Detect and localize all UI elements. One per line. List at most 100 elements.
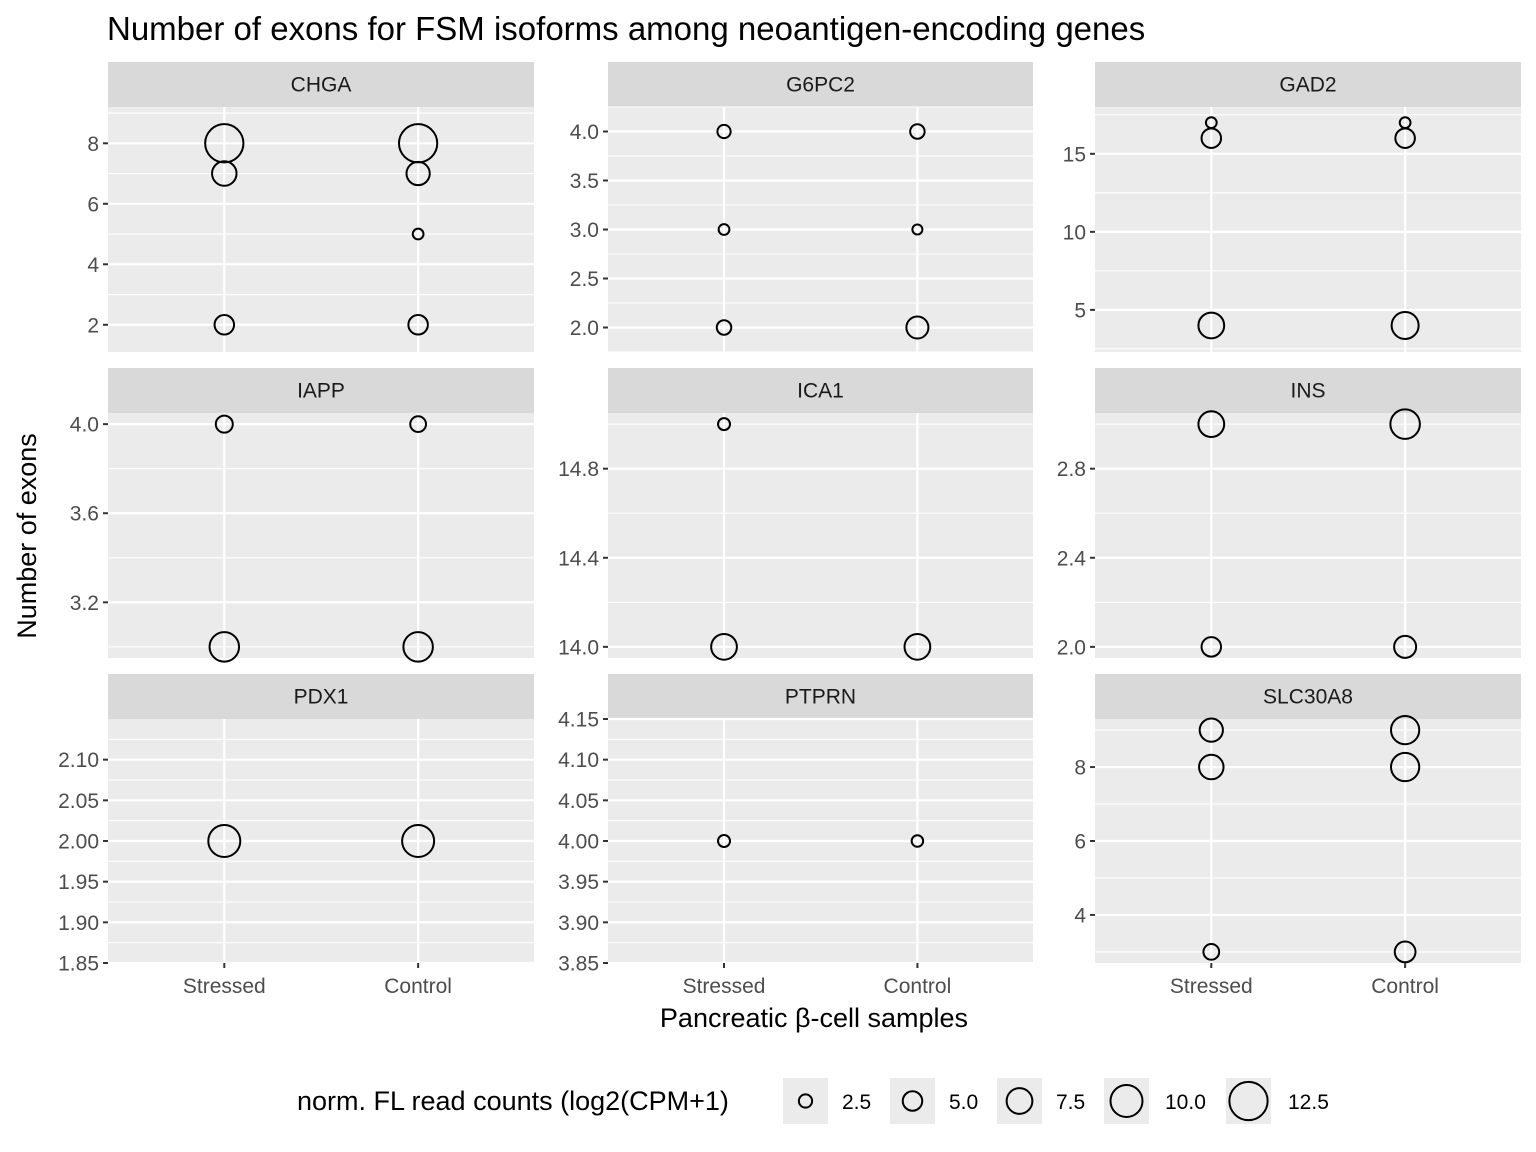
facet-strip xyxy=(1095,62,1521,107)
legend-key-circle xyxy=(901,1090,924,1112)
data-point xyxy=(1390,714,1421,746)
data-point xyxy=(1202,943,1221,961)
facet-strip-label: PTPRN xyxy=(785,686,856,709)
y-tick-label: 6 xyxy=(87,193,99,216)
facet-strip-label: PDX1 xyxy=(294,686,349,709)
legend-label: 2.5 xyxy=(842,1091,871,1114)
legend-label: 5.0 xyxy=(949,1091,978,1114)
y-tick-label: 2.5 xyxy=(570,268,599,291)
panel-background xyxy=(1095,107,1521,352)
facet-panels: CHGA 2 4 6 8 G6PC2 2.0 2.5 3.0 3.5 4.0 GAD2 5 10 15 IAP… xyxy=(58,62,1521,998)
y-tick-label: 3.2 xyxy=(70,592,99,615)
facet-strip xyxy=(1095,368,1521,413)
facet-strip-label: G6PC2 xyxy=(786,74,855,97)
legend-key-circle xyxy=(1228,1080,1269,1122)
y-tick-label: 2.0 xyxy=(1057,636,1086,659)
legend-label: 10.0 xyxy=(1165,1091,1206,1114)
facet-strip-label: IAPP xyxy=(297,380,345,403)
data-point xyxy=(1393,940,1417,964)
x-tick-label: Stressed xyxy=(183,975,266,998)
facet-panel-ptprn: PTPRN 3.85 3.90 3.95 4.00 4.05 4.10 4.15 Stresse… xyxy=(558,674,1033,998)
y-tick-label: 15 xyxy=(1063,143,1086,166)
facet-panel-ins: INS 2.0 2.4 2.8 xyxy=(1057,368,1521,659)
data-point xyxy=(1200,127,1223,149)
x-tick-label: Control xyxy=(884,975,952,998)
data-point xyxy=(1200,636,1223,658)
data-point xyxy=(903,632,932,661)
data-point xyxy=(1197,311,1226,340)
panel-background xyxy=(608,413,1033,658)
facet-panel-gad2: GAD2 5 10 15 xyxy=(1063,62,1521,352)
legend-label: 12.5 xyxy=(1288,1091,1329,1114)
panel-background xyxy=(108,413,534,658)
data-point xyxy=(717,223,731,236)
data-point xyxy=(211,160,238,187)
y-tick-label: 1.95 xyxy=(58,871,99,894)
data-point xyxy=(1390,751,1421,783)
y-tick-label: 5 xyxy=(1074,299,1086,322)
data-point xyxy=(910,834,925,848)
y-tick-label: 4.05 xyxy=(558,790,599,813)
data-point xyxy=(717,834,732,848)
data-point xyxy=(905,315,930,340)
legend-key-background xyxy=(890,1078,935,1124)
data-point xyxy=(207,824,242,858)
legend-key-background xyxy=(1226,1078,1271,1124)
data-point xyxy=(715,319,733,336)
y-tick-label: 2.05 xyxy=(58,790,99,813)
y-tick-label: 4 xyxy=(87,254,99,277)
data-point xyxy=(208,631,241,663)
y-tick-label: 4.15 xyxy=(558,709,599,732)
data-point xyxy=(717,417,732,432)
facet-strip xyxy=(108,674,534,719)
data-point xyxy=(1389,408,1421,440)
legend-key-background xyxy=(997,1078,1042,1124)
facet-strip xyxy=(608,674,1033,719)
x-tick-label: Control xyxy=(384,975,452,998)
y-tick-label: 3.6 xyxy=(70,503,99,526)
facet-strip-label: GAD2 xyxy=(1279,74,1336,97)
legend-key-background xyxy=(783,1078,828,1124)
size-legend: norm. FL read counts (log2(CPM+1) 2.5 5.0… xyxy=(297,1078,1329,1124)
facet-panel-pdx1: PDX1 1.85 1.90 1.95 2.00 2.05 2.10 Stressed Cont… xyxy=(58,674,534,998)
data-point xyxy=(1198,753,1225,781)
y-tick-label: 1.90 xyxy=(58,912,99,935)
y-tick-label: 6 xyxy=(1074,831,1086,854)
data-point xyxy=(401,824,436,858)
legend-key-circle xyxy=(1109,1084,1144,1118)
data-point xyxy=(402,631,434,663)
y-tick-label: 8 xyxy=(1074,757,1086,780)
data-point xyxy=(407,314,429,336)
y-tick-label: 4.00 xyxy=(558,831,599,854)
data-point xyxy=(405,160,431,187)
data-point xyxy=(911,223,924,236)
x-axis-title: Pancreatic β-cell samples xyxy=(660,1003,968,1033)
facet-strip xyxy=(1095,674,1521,719)
facet-strip-label: SLC30A8 xyxy=(1263,686,1353,709)
data-point xyxy=(710,632,738,661)
y-tick-label: 2.10 xyxy=(58,749,99,772)
facet-panel-iapp: IAPP 3.2 3.6 4.0 xyxy=(70,368,534,663)
y-tick-label: 4.10 xyxy=(558,749,599,772)
data-point xyxy=(204,123,245,164)
data-point xyxy=(1393,634,1418,659)
panel-background xyxy=(108,107,534,352)
y-tick-label: 14.0 xyxy=(558,636,599,659)
y-axis-title: Number of exons xyxy=(12,433,42,639)
data-point xyxy=(411,227,425,241)
y-tick-label: 4.0 xyxy=(70,414,99,437)
y-tick-label: 4 xyxy=(1074,904,1086,927)
y-tick-label: 3.90 xyxy=(558,912,599,935)
y-tick-label: 3.0 xyxy=(570,219,599,242)
facet-strip xyxy=(608,368,1033,413)
data-point xyxy=(214,414,234,434)
panel-background xyxy=(1095,413,1521,658)
data-point xyxy=(213,314,236,336)
data-point xyxy=(409,415,428,434)
y-tick-label: 2.00 xyxy=(58,831,99,854)
facet-strip xyxy=(108,368,534,413)
facet-strip xyxy=(608,62,1033,107)
data-point xyxy=(716,123,732,140)
y-tick-label: 14.4 xyxy=(558,547,599,570)
